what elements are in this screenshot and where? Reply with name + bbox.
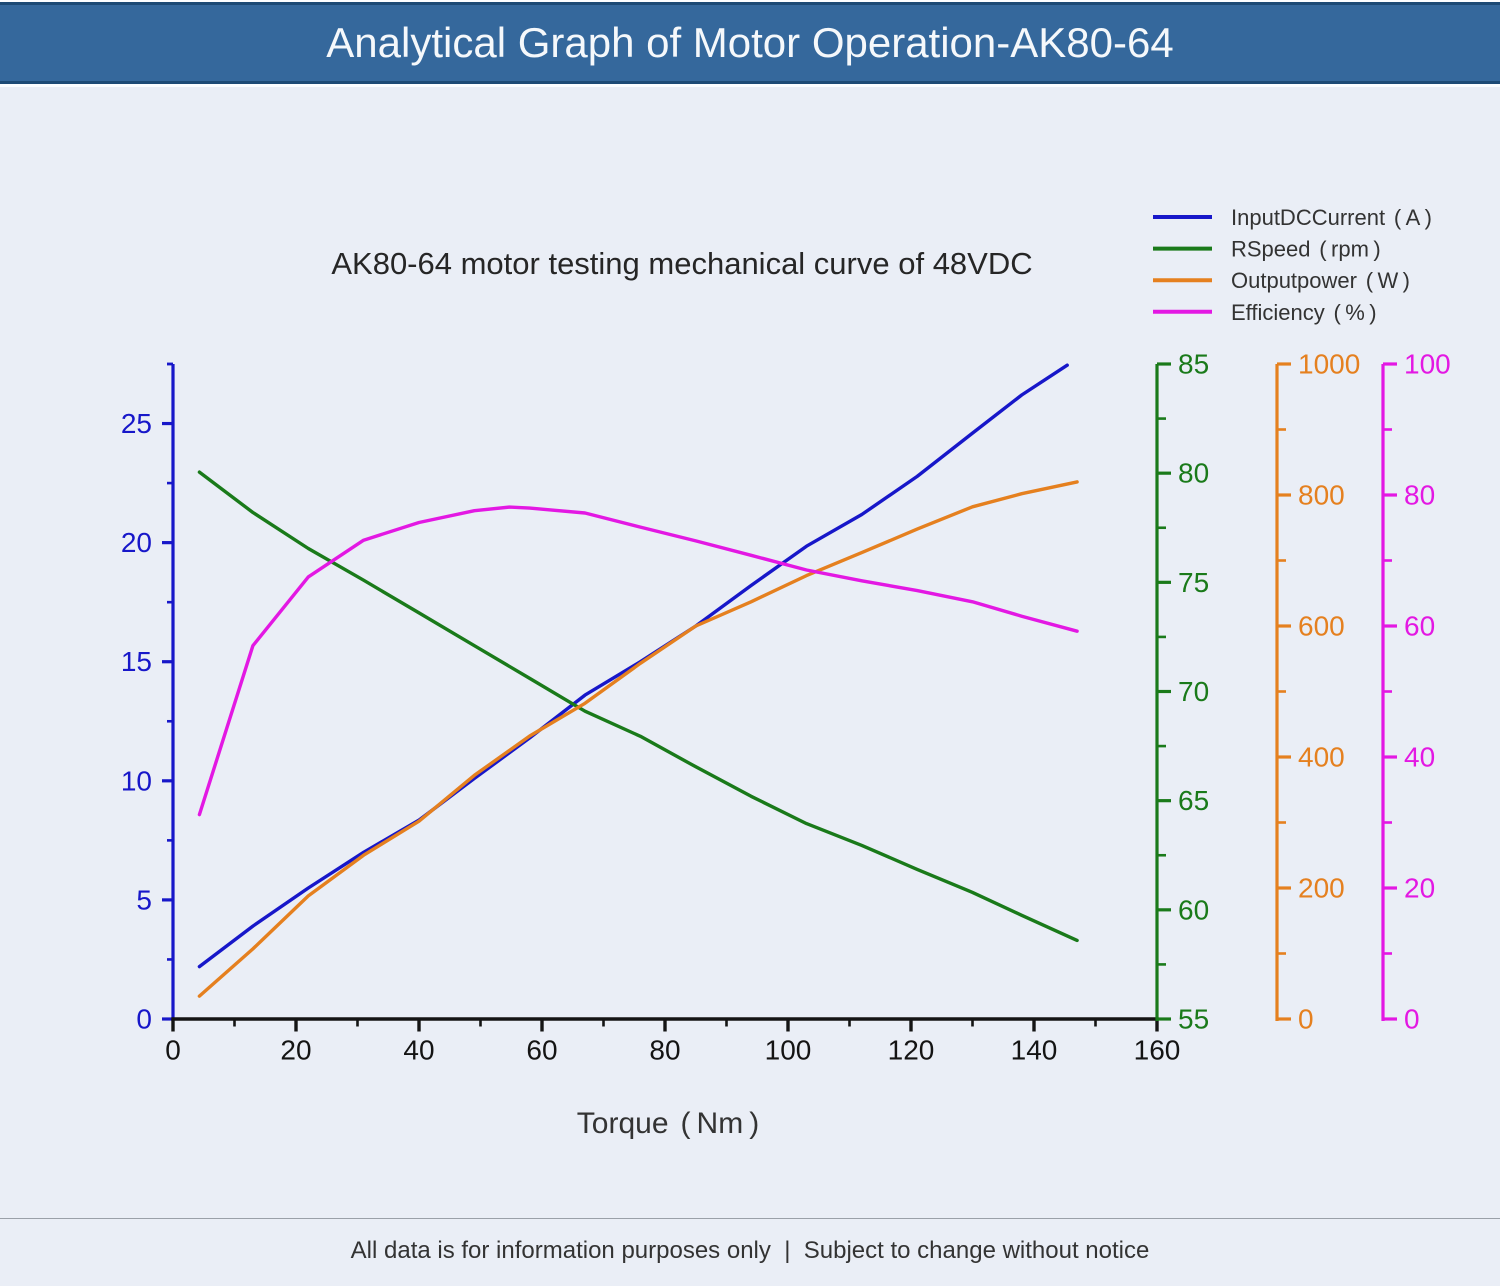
svg-text:60: 60: [1178, 894, 1209, 925]
svg-text:75: 75: [1178, 567, 1209, 598]
svg-text:140: 140: [1011, 1035, 1058, 1066]
svg-text:600: 600: [1298, 611, 1345, 642]
svg-text:5: 5: [136, 884, 152, 915]
svg-text:20: 20: [280, 1035, 311, 1066]
svg-text:40: 40: [1404, 742, 1435, 773]
svg-text:Outputpower ( W ): Outputpower ( W ): [1231, 268, 1410, 293]
svg-text:InputDCCurrent ( A ): InputDCCurrent ( A ): [1231, 205, 1432, 230]
svg-text:80: 80: [649, 1035, 680, 1066]
svg-text:40: 40: [403, 1035, 434, 1066]
svg-text:20: 20: [1404, 873, 1435, 904]
svg-text:55: 55: [1178, 1004, 1209, 1035]
svg-text:60: 60: [1404, 611, 1435, 642]
svg-text:1000: 1000: [1298, 349, 1360, 380]
svg-text:80: 80: [1404, 480, 1435, 511]
svg-text:70: 70: [1178, 676, 1209, 707]
svg-text:10: 10: [121, 765, 152, 796]
svg-text:0: 0: [1298, 1004, 1314, 1035]
svg-text:65: 65: [1178, 785, 1209, 816]
svg-text:200: 200: [1298, 873, 1345, 904]
svg-text:80: 80: [1178, 458, 1209, 489]
svg-text:RSpeed ( rpm ): RSpeed ( rpm ): [1231, 237, 1381, 262]
svg-text:100: 100: [765, 1035, 812, 1066]
svg-text:100: 100: [1404, 349, 1451, 380]
svg-text:0: 0: [136, 1004, 152, 1035]
svg-text:0: 0: [1404, 1004, 1420, 1035]
svg-text:160: 160: [1134, 1035, 1181, 1066]
svg-text:60: 60: [526, 1035, 557, 1066]
svg-text:0: 0: [165, 1035, 181, 1066]
svg-text:20: 20: [121, 527, 152, 558]
svg-text:85: 85: [1178, 349, 1209, 380]
svg-text:AK80-64 motor testing mechanic: AK80-64 motor testing mechanical curve o…: [331, 246, 1032, 281]
svg-text:15: 15: [121, 646, 152, 677]
svg-text:Efficiency ( % ): Efficiency ( % ): [1231, 300, 1377, 325]
svg-text:800: 800: [1298, 480, 1345, 511]
svg-text:25: 25: [121, 408, 152, 439]
svg-text:120: 120: [888, 1035, 935, 1066]
svg-text:400: 400: [1298, 742, 1345, 773]
svg-text:Torque ( Nm ): Torque ( Nm ): [577, 1107, 759, 1140]
